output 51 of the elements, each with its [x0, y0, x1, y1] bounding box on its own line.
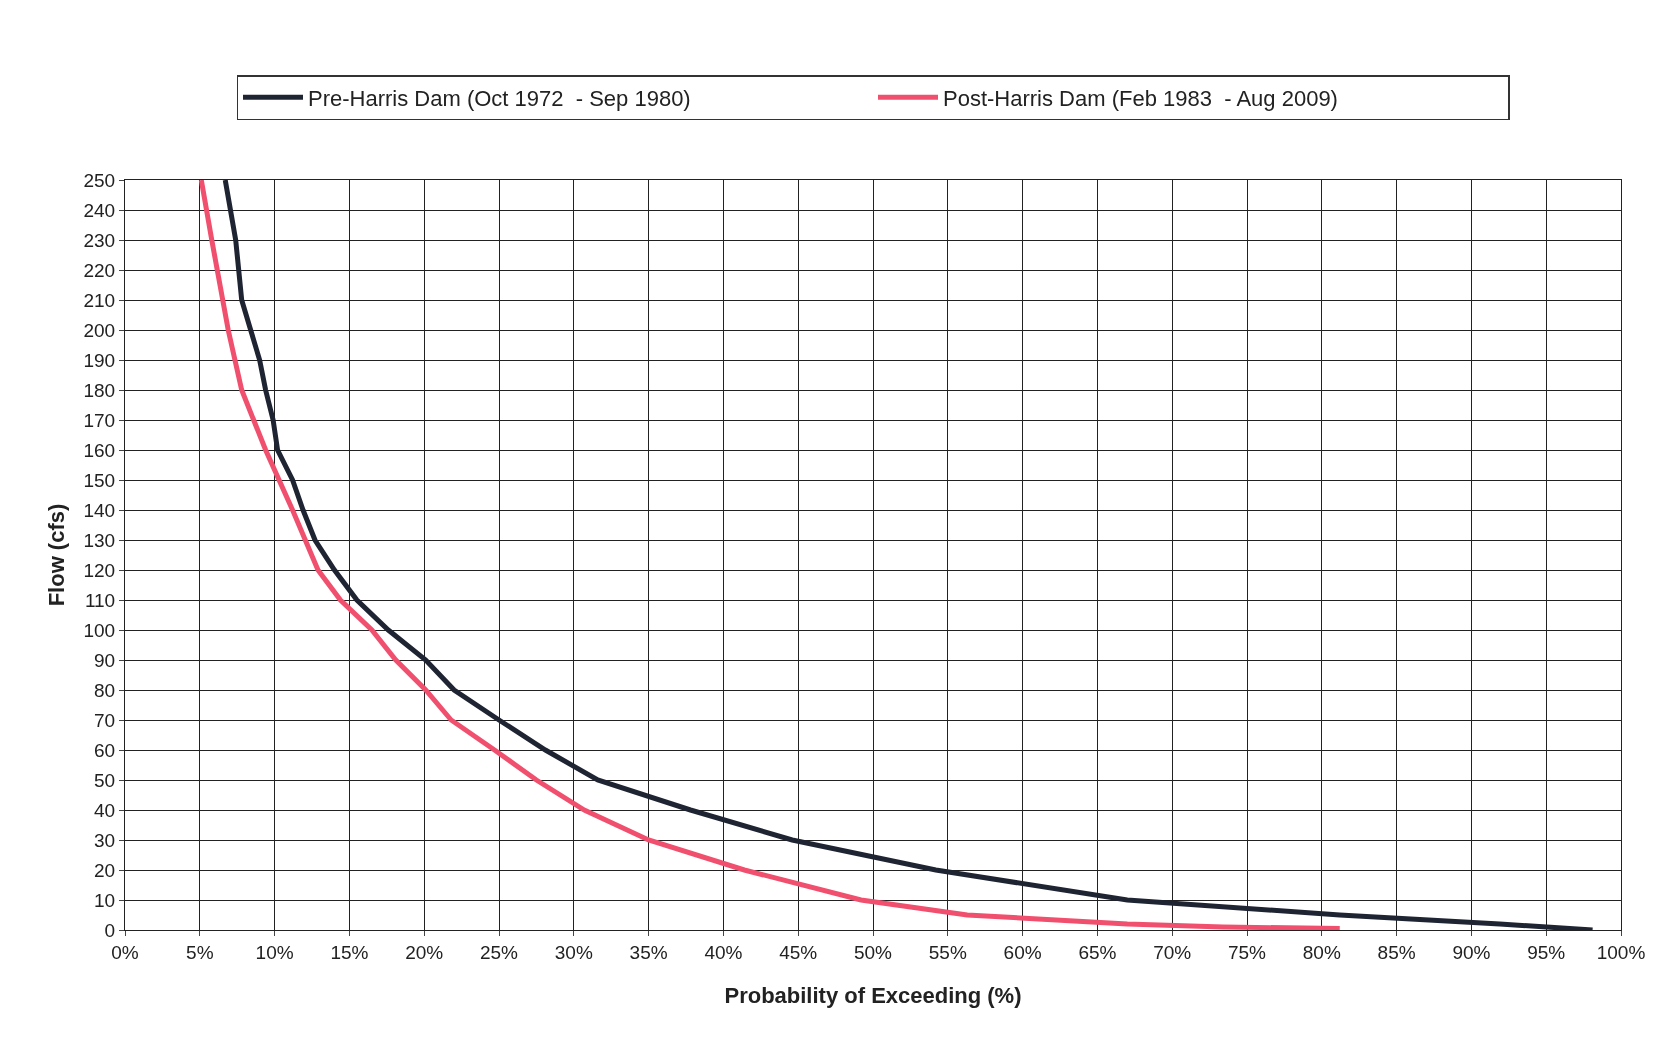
y-tick-label: 250: [83, 169, 116, 191]
y-tick-label: 230: [83, 229, 116, 251]
y-tick-label: 50: [94, 769, 116, 791]
x-tick-label: 65%: [1078, 941, 1117, 963]
x-tick-label: 85%: [1377, 941, 1416, 963]
y-tick-label: 170: [83, 409, 116, 431]
y-tick-label: 80: [94, 679, 116, 701]
y-tick-label: 70: [94, 709, 116, 731]
x-tick-label: 70%: [1153, 941, 1192, 963]
y-tick-label: 10: [94, 889, 116, 911]
x-tick-label: 50%: [853, 941, 893, 963]
y-tick-label: 160: [83, 439, 116, 461]
y-axis-title: Flow (cfs): [44, 503, 70, 607]
y-tick-label: 180: [83, 379, 116, 401]
y-tick-label: 210: [83, 289, 116, 311]
x-tick-label: 20%: [405, 941, 444, 963]
x-tick-label: 30%: [554, 941, 593, 963]
x-tick-label: 40%: [704, 941, 743, 963]
y-tick-label: 200: [83, 319, 116, 341]
legend-label: Pre-Harris Dam (Oct 1972 - Sep 1980): [308, 85, 691, 111]
y-tick-label: 0: [104, 919, 116, 941]
x-tick-label: 75%: [1227, 941, 1267, 963]
y-tick-label: 60: [94, 739, 116, 761]
y-tick-label: 30: [94, 829, 116, 851]
x-tick-label: 25%: [479, 941, 519, 963]
y-tick-label: 40: [94, 799, 116, 821]
legend-label: Post-Harris Dam (Feb 1983 - Aug 2009): [943, 85, 1338, 111]
y-tick-label: 150: [83, 469, 116, 491]
y-tick-label: 140: [83, 499, 116, 521]
x-tick-label: 10%: [255, 941, 294, 963]
y-tick-label: 130: [83, 529, 116, 551]
y-tick-label: 90: [94, 649, 116, 671]
x-tick-label: 45%: [779, 941, 818, 963]
x-tick-label: 80%: [1302, 941, 1341, 963]
x-tick-label: 0%: [111, 941, 139, 963]
x-tick-label: 90%: [1452, 941, 1491, 963]
x-tick-label: 5%: [186, 941, 214, 963]
y-tick-label: 110: [84, 589, 116, 611]
y-tick-label: 220: [83, 259, 116, 281]
x-tick-label: 35%: [629, 941, 668, 963]
y-tick-label: 20: [94, 859, 116, 881]
y-tick-label: 120: [83, 559, 116, 581]
x-tick-label: 95%: [1527, 941, 1566, 963]
y-tick-label: 100: [83, 619, 116, 641]
y-tick-label: 190: [83, 349, 116, 371]
x-tick-label: 55%: [928, 941, 967, 963]
x-tick-label: 15%: [330, 941, 369, 963]
y-tick-label: 240: [83, 199, 116, 221]
x-tick-label: 100%: [1596, 941, 1646, 963]
x-axis-title: Probability of Exceeding (%): [724, 982, 1022, 1008]
x-tick-label: 60%: [1003, 941, 1042, 963]
